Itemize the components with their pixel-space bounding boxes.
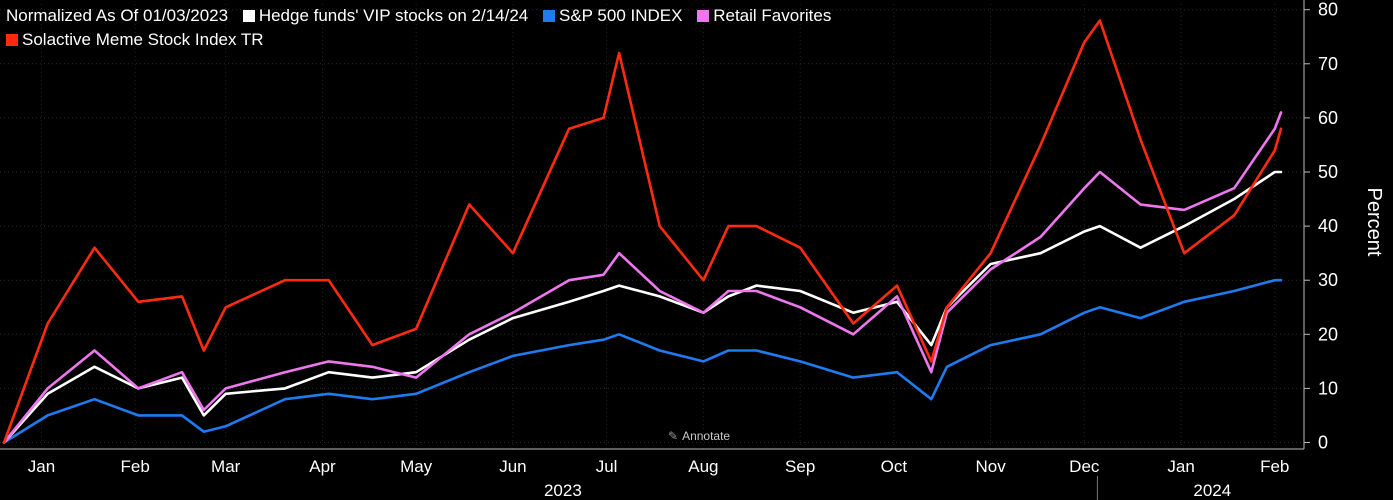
y-tick-label: 0 — [1318, 433, 1328, 453]
legend-row-2: Solactive Meme Stock Index TR — [6, 28, 1106, 52]
x-tick-label: Oct — [881, 457, 908, 476]
legend-row-1: Normalized As Of 01/03/2023 Hedge funds'… — [6, 4, 1106, 28]
x-tick-label: Jun — [499, 457, 526, 476]
y-tick-label: 80 — [1318, 0, 1338, 20]
y-tick-label: 50 — [1318, 162, 1338, 182]
legend-sp500[interactable]: S&P 500 INDEX — [543, 4, 682, 28]
legend-retail-favorites-label: Retail Favorites — [713, 6, 832, 25]
x-tick-label: Feb — [1260, 457, 1289, 476]
legend-meme-index-label: Solactive Meme Stock Index TR — [22, 30, 264, 49]
x-tick-label: Jan — [1167, 457, 1194, 476]
annotate-button[interactable]: ✎ Annotate — [668, 429, 730, 443]
x-tick-label: Nov — [976, 457, 1007, 476]
legend-swatch-sp500 — [543, 10, 555, 22]
x-tick-label: Sep — [785, 457, 815, 476]
y-tick-label: 60 — [1318, 108, 1338, 128]
legend-normalized-note: Normalized As Of 01/03/2023 — [6, 4, 228, 28]
legend: Normalized As Of 01/03/2023 Hedge funds'… — [6, 4, 1106, 52]
x-tick-label: Jul — [596, 457, 618, 476]
y-tick-label: 70 — [1318, 54, 1338, 74]
y-tick-label: 30 — [1318, 270, 1338, 290]
x-tick-label: Mar — [211, 457, 241, 476]
gridlines — [0, 4, 1304, 449]
y-tick-label: 40 — [1318, 216, 1338, 236]
legend-swatch-hedge-funds — [242, 10, 255, 22]
x-tick-label: Dec — [1069, 457, 1100, 476]
year-label: 2024 — [1193, 481, 1231, 500]
legend-retail-favorites[interactable]: Retail Favorites — [697, 4, 831, 28]
y-axis-title: Percent — [1363, 188, 1385, 257]
y-tick-label: 20 — [1318, 324, 1338, 344]
year-label: 2023 — [544, 481, 582, 500]
series-lines — [2, 19, 1283, 444]
legend-hedge-funds[interactable]: Hedge funds' VIP stocks on 2/14/24 — [242, 4, 529, 28]
series-line-hedge-funds — [2, 170, 1283, 444]
x-tick-label: Jan — [28, 457, 55, 476]
x-tick-label: Feb — [120, 457, 149, 476]
legend-sp500-label: S&P 500 INDEX — [559, 6, 683, 25]
legend-meme-index[interactable]: Solactive Meme Stock Index TR — [6, 28, 264, 52]
annotate-label: Annotate — [682, 429, 731, 443]
series-line-meme-index — [2, 19, 1283, 444]
legend-normalized-label: Normalized As Of 01/03/2023 — [6, 6, 229, 25]
pencil-icon: ✎ — [668, 429, 679, 443]
legend-swatch-meme-index — [6, 34, 18, 46]
x-tick-label: May — [400, 457, 433, 476]
legend-swatch-retail-favorites — [697, 10, 710, 22]
series-line-retail-favorites — [2, 111, 1283, 444]
y-tick-label: 10 — [1318, 378, 1338, 398]
x-tick-label: Apr — [309, 457, 336, 476]
series-line-sp500 — [2, 278, 1283, 444]
legend-hedge-funds-label: Hedge funds' VIP stocks on 2/14/24 — [258, 6, 529, 25]
x-tick-label: Aug — [688, 457, 718, 476]
